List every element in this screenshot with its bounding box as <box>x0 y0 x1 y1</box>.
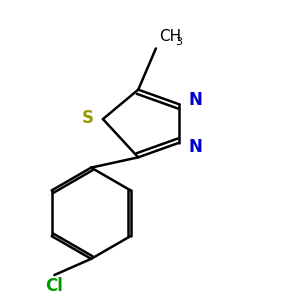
Text: Cl: Cl <box>45 277 63 295</box>
Text: N: N <box>188 91 202 109</box>
Text: N: N <box>188 138 202 156</box>
Text: CH: CH <box>159 29 181 44</box>
Text: 3: 3 <box>175 37 182 47</box>
Text: S: S <box>82 109 94 127</box>
